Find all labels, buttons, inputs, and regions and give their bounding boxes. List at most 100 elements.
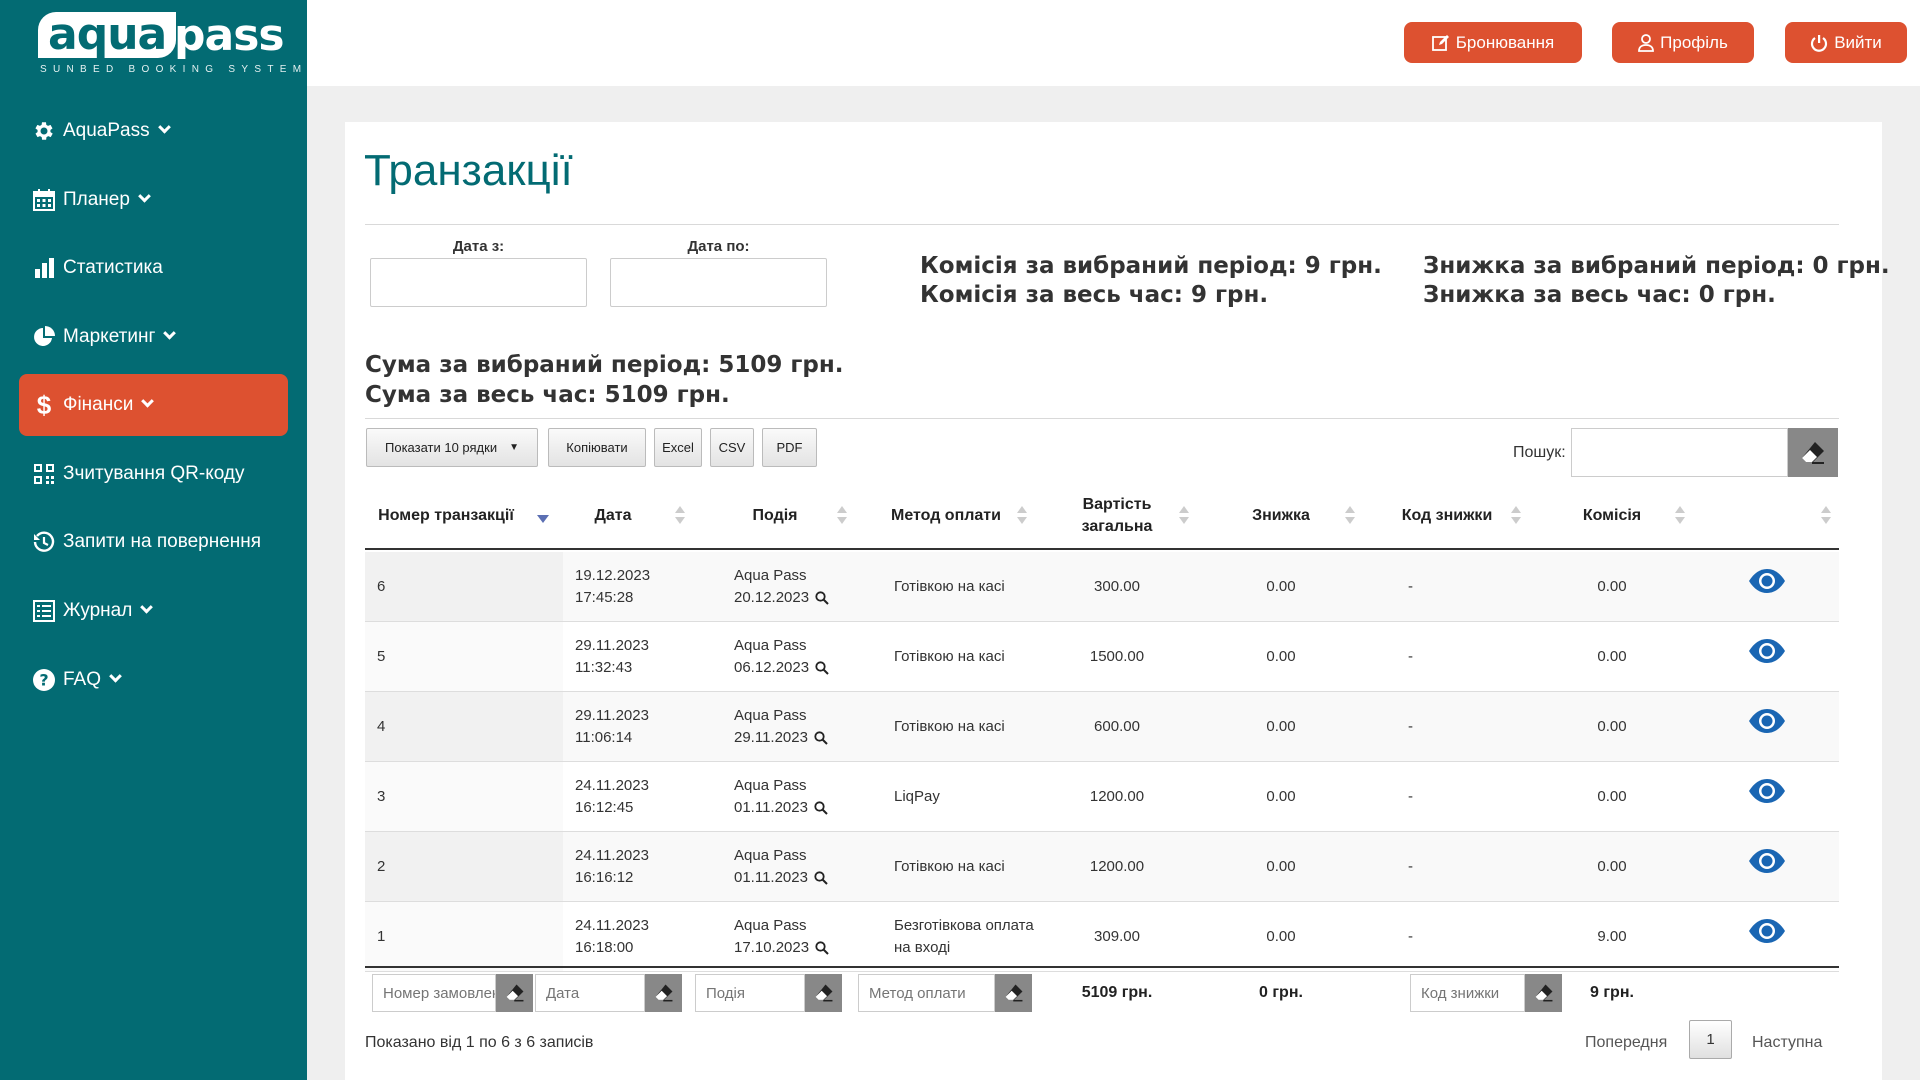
profile-button[interactable]: Профіль [1612,22,1754,63]
filter-event-clear-button[interactable] [805,974,842,1012]
sidebar-item-refund-requests[interactable]: Запити на повернення [19,511,288,573]
view-details-eye-icon[interactable] [1695,552,1839,621]
sidebar-item-label: FAQ [63,669,102,690]
logo-aqua: aqua [38,12,177,58]
view-details-eye-icon[interactable] [1695,832,1839,901]
cell-discount-code: - [1408,927,1413,945]
edit-icon [1431,34,1449,51]
col-discount[interactable]: Знижка [1199,482,1363,550]
col-date[interactable]: Дата [533,482,693,550]
search-input[interactable] [1571,428,1788,477]
col-total-cost[interactable]: Вартість загальна [1037,482,1197,550]
table-row: 1 24.11.2023 16:18:00 Aqua Pass 17.10.2023 Бе… [365,902,1839,972]
footer-total: 5109 грн. [1081,984,1153,1001]
excel-button[interactable]: Excel [654,428,702,467]
sidebar-item-finance[interactable]: $ Фінанси [19,374,288,436]
cell-date: 24.11.2023 16:18:00 [575,902,725,971]
table-row: 5 29.11.2023 11:32:43 Aqua Pass 06.12.2023 Го… [365,622,1839,692]
cell-date-day: 24.11.2023 [575,776,649,794]
pagination-prev[interactable]: Попередня [1585,1034,1668,1051]
logout-button[interactable]: Вийти [1785,22,1907,63]
copy-button[interactable]: Копіювати [548,428,646,467]
view-details-eye-icon[interactable] [1695,692,1839,761]
cell-date-time: 11:06:14 [575,728,633,746]
cell-discount: 0.00 [1266,927,1296,945]
cell-commission: 0.00 [1597,717,1627,735]
sort-icon [1675,506,1685,526]
sidebar-item-statistics[interactable]: Статистика [19,237,288,299]
search-icon[interactable] [815,940,829,955]
search-clear-button[interactable] [1788,428,1838,477]
col-event[interactable]: Подія [695,482,855,550]
view-details-eye-icon[interactable] [1695,902,1839,971]
cell-event-date: 01.11.2023 [734,868,808,886]
search-icon[interactable] [815,590,829,605]
cell-total: 1200.00 [1089,787,1145,805]
sidebar-item-qr-scan[interactable]: Зчитування QR-коду [19,443,288,505]
sort-icon [1017,506,1027,526]
col-commission[interactable]: Комісія [1531,482,1693,550]
search-icon[interactable] [814,800,828,815]
sidebar-item-journal[interactable]: Журнал [19,580,288,642]
csv-button[interactable]: CSV [710,428,754,467]
cell-date-day: 24.11.2023 [575,916,649,934]
chevron-down-icon [109,669,122,683]
sort-icon [1345,506,1355,526]
filter-code-input[interactable] [1410,974,1525,1012]
profile-button-label: Профіль [1660,32,1728,52]
cell-transaction-number: 4 [365,692,563,761]
chevron-down-icon [157,120,171,134]
search-icon[interactable] [815,660,829,675]
view-details-eye-icon[interactable] [1695,762,1839,831]
col-discount-code[interactable]: Код знижки [1365,482,1529,550]
filter-order-input[interactable] [372,974,496,1012]
booking-button[interactable]: Бронювання [1404,22,1582,63]
search-icon[interactable] [814,870,828,885]
pagination-current-page[interactable]: 1 [1689,1020,1732,1059]
list-icon [31,598,57,624]
date-to-label: Дата по: [687,238,750,255]
cell-date-time: 11:32:43 [575,658,633,676]
cell-event: Aqua Pass 06.12.2023 [734,622,884,691]
sort-icon [1179,506,1189,526]
date-to-input[interactable] [610,258,827,307]
view-details-eye-icon[interactable] [1695,622,1839,691]
cell-commission: 0.00 [1597,647,1627,665]
col-actions[interactable] [1695,482,1839,550]
filter-date-input[interactable] [535,974,645,1012]
power-icon [1811,34,1828,52]
aquapass-logo[interactable]: aqua pass SUNBED BOOKING SYSTEM [38,12,301,82]
cell-event: Aqua Pass 01.11.2023 [734,762,884,831]
cell-transaction-number: 3 [365,762,563,831]
pdf-button[interactable]: PDF [762,428,817,467]
sort-icon [837,506,847,526]
col-transaction-number[interactable]: Номер транзакції [365,482,549,550]
sidebar-item-aquapass[interactable]: AquaPass [19,100,288,162]
col-payment-method[interactable]: Метод оплати [857,482,1035,550]
show-rows-dropdown[interactable]: Показати 10 рядки ▼ [366,428,538,467]
logo-pass: pass [174,10,285,61]
sidebar-item-label: AquaPass [63,120,150,141]
pagination-next[interactable]: Наступна [1752,1034,1823,1051]
filter-date-clear-button[interactable] [645,974,682,1012]
filter-code-clear-button[interactable] [1525,974,1562,1012]
question-icon: ? [31,667,57,693]
filter-method-input[interactable] [858,974,995,1012]
sidebar-item-marketing[interactable]: Маркетинг [19,306,288,368]
sidebar: aqua pass SUNBED BOOKING SYSTEM AquaPass… [0,0,307,1080]
cell-transaction-number: 6 [365,552,563,621]
date-from-input[interactable] [370,258,587,307]
cell-date: 29.11.2023 11:06:14 [575,692,725,761]
cell-event-date: 06.12.2023 [734,658,810,676]
filter-event-input[interactable] [695,974,805,1012]
discount-all-time: Знижка за весь час: 0 грн. [1423,282,1776,308]
sidebar-item-faq[interactable]: ? FAQ [19,649,288,711]
cell-date: 19.12.2023 17:45:28 [575,552,725,621]
cell-event-date: 20.12.2023 [734,588,810,606]
filter-method-clear-button[interactable] [995,974,1032,1012]
sidebar-item-planner[interactable]: Планер [19,169,288,231]
cell-transaction-number: 1 [365,902,563,971]
search-icon[interactable] [814,730,828,745]
chevron-down-icon [138,189,151,203]
filter-order-clear-button[interactable] [496,974,533,1012]
